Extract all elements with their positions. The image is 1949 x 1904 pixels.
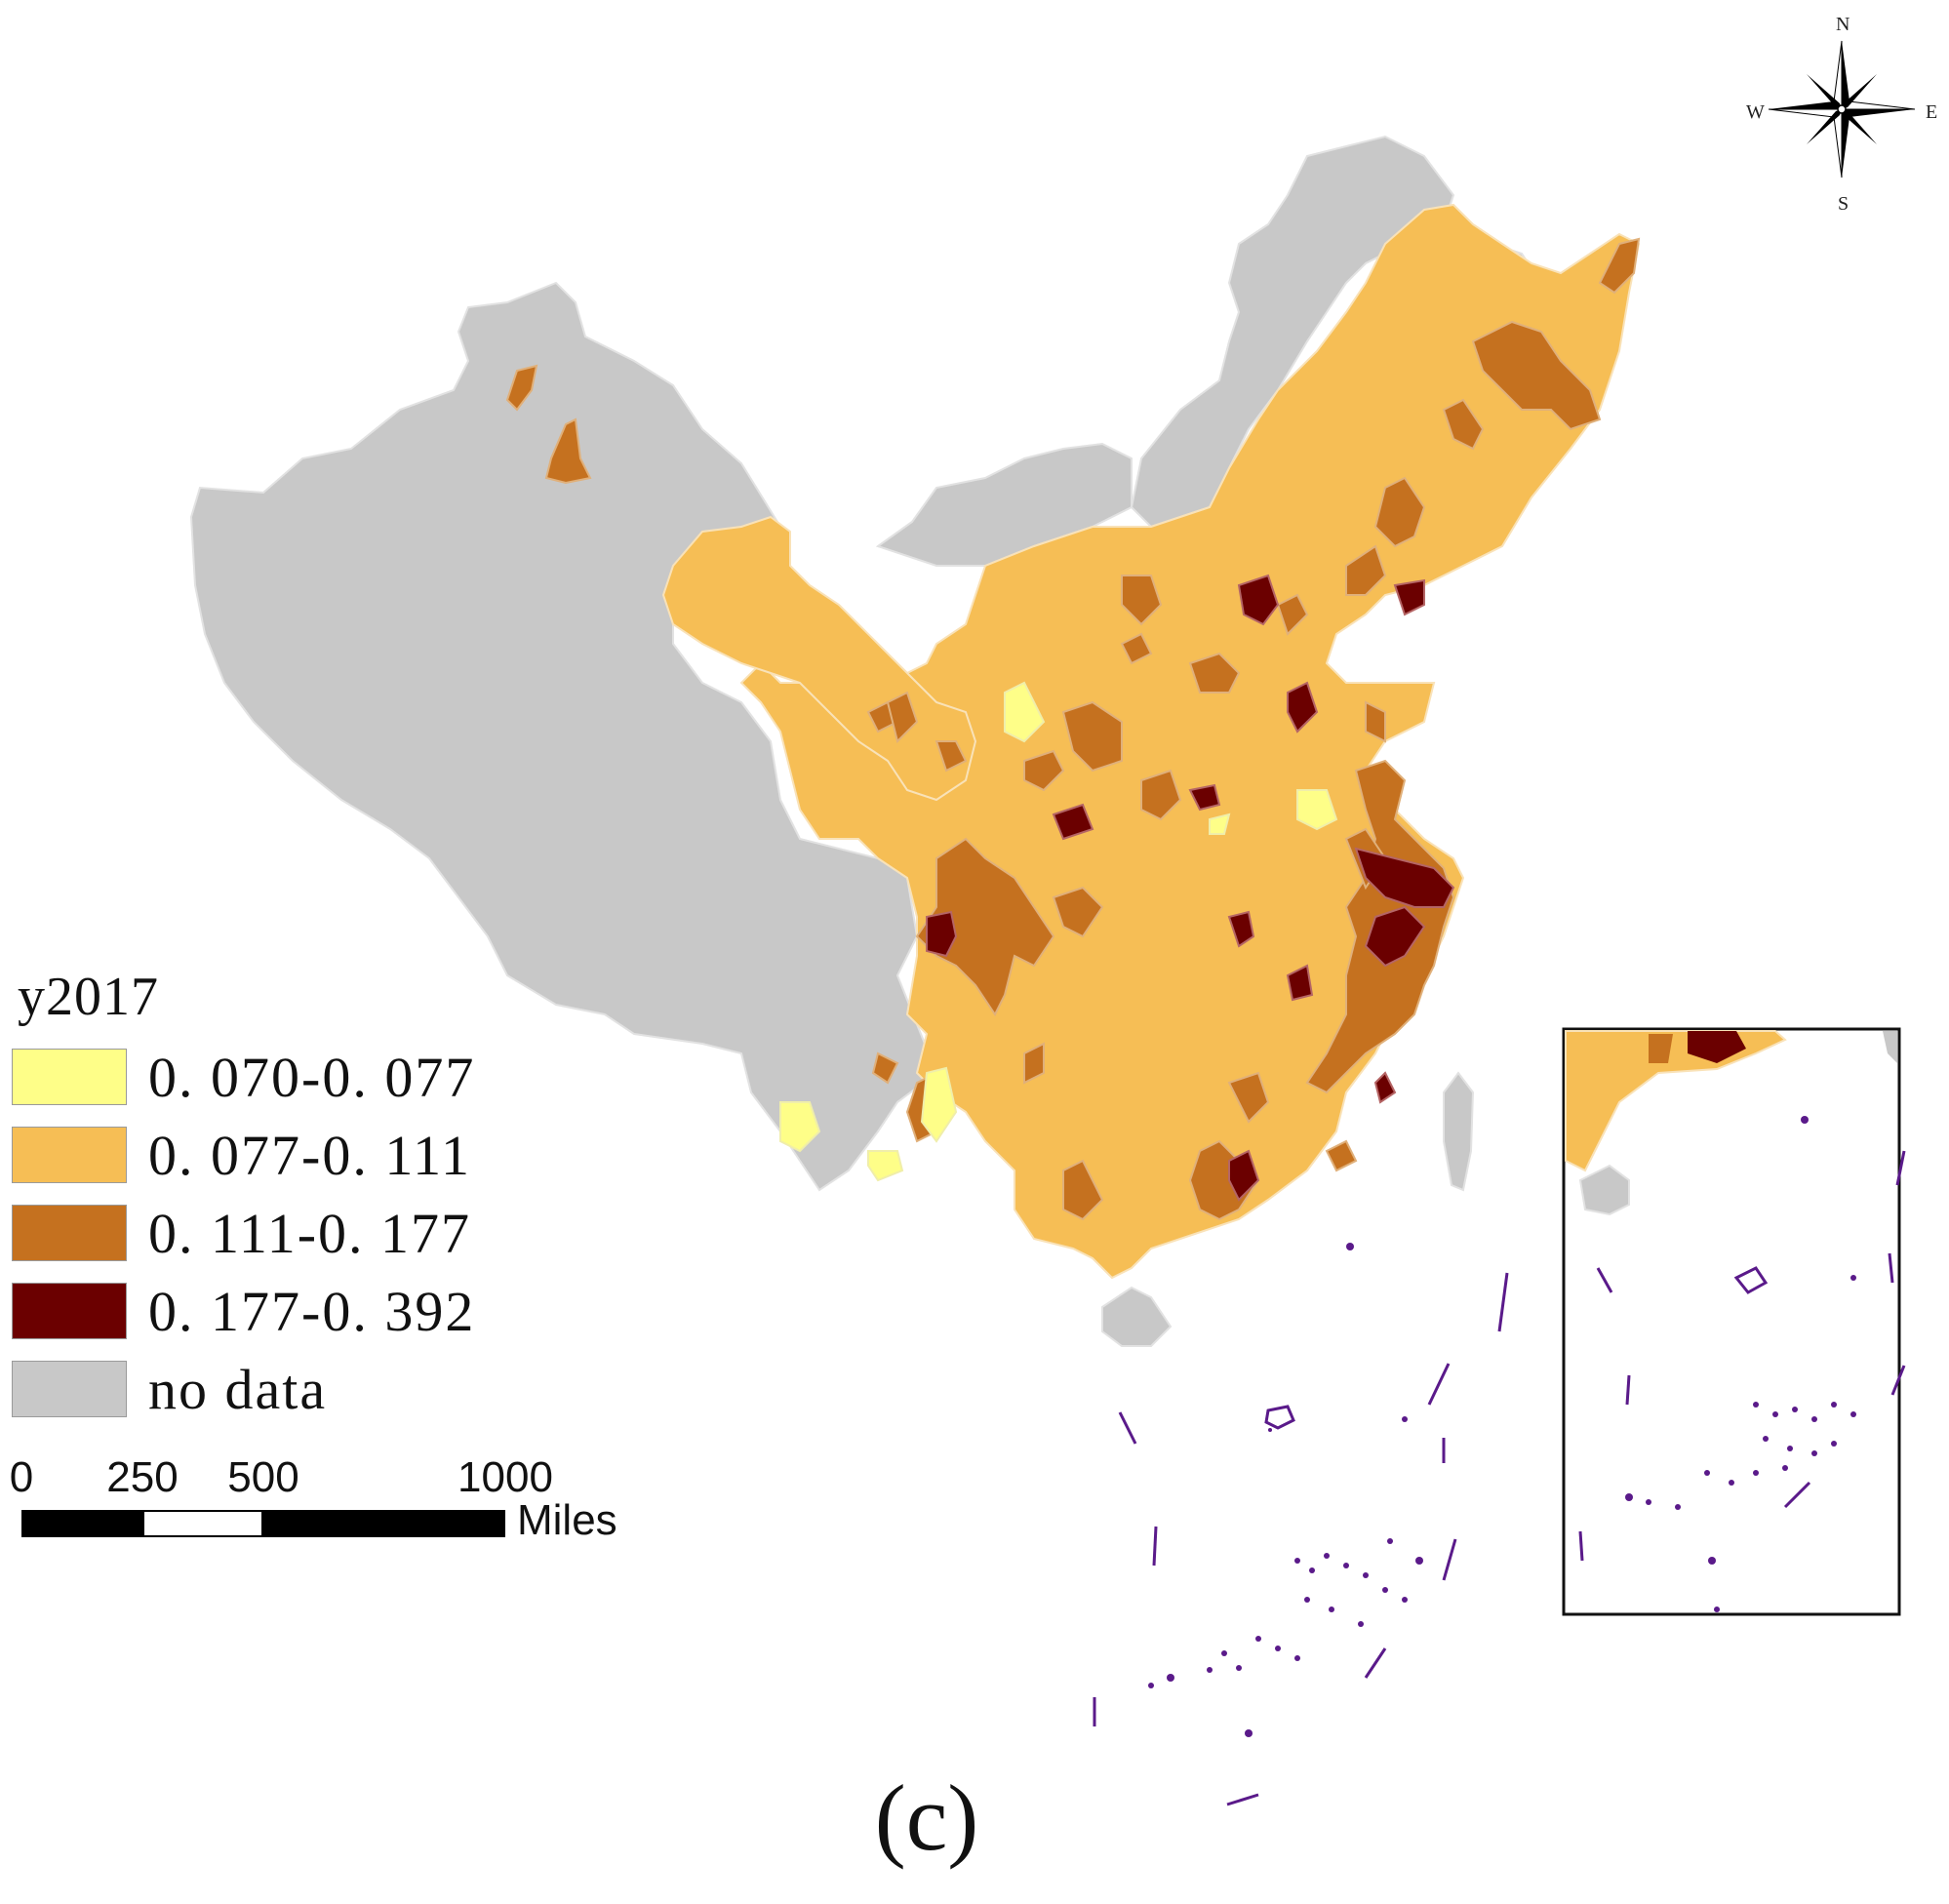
figure-caption: (c) <box>874 1765 979 1870</box>
legend-swatch <box>12 1127 127 1183</box>
hainan-island <box>1101 1071 1475 1347</box>
compass-rose-icon <box>1768 40 1916 178</box>
scale-tick: 1000 <box>457 1453 553 1501</box>
scale-tick: 0 <box>9 1453 34 1501</box>
legend-label: 0. 111-0. 177 <box>148 1201 472 1265</box>
compass-n: N <box>1836 14 1850 35</box>
legend-item: 0. 070-0. 077 <box>12 1038 558 1116</box>
compass-s: S <box>1838 193 1850 215</box>
legend-title: y2017 <box>18 967 159 1027</box>
scale-segment <box>263 1510 505 1537</box>
legend-swatch <box>12 1205 127 1261</box>
legend-item: no data <box>12 1350 558 1428</box>
legend-swatch <box>12 1283 127 1339</box>
scale-units: Miles <box>517 1496 617 1544</box>
compass-labels: N S E W <box>1746 10 1941 215</box>
nine-dash-line <box>1093 1272 1509 1806</box>
no-data-regions <box>189 135 1553 1192</box>
south-china-sea-inset <box>1562 1027 1906 1616</box>
legend-swatch <box>12 1049 127 1105</box>
legend-label: 0. 177-0. 392 <box>148 1279 476 1343</box>
legend-label: 0. 077-0. 111 <box>148 1123 472 1187</box>
compass-e: E <box>1926 101 1938 123</box>
south-sea-islands <box>1148 1243 1423 1737</box>
class-177-392-regions <box>926 574 1455 1202</box>
legend-item: 0. 111-0. 177 <box>12 1194 558 1272</box>
legend-item: 0. 077-0. 111 <box>12 1116 558 1194</box>
scale-tick: 250 <box>106 1453 179 1501</box>
class-070-077-regions <box>779 681 1338 1182</box>
scale-bar: 0 250 500 1000 Miles <box>10 1453 642 1561</box>
scale-segment <box>21 1510 142 1537</box>
scale-tick: 500 <box>227 1453 299 1501</box>
legend: y2017 0. 070-0. 077 0. 077-0. 111 0. 111… <box>12 966 558 1428</box>
scale-segment <box>142 1510 263 1537</box>
legend-swatch <box>12 1361 127 1417</box>
compass-w: W <box>1746 101 1765 123</box>
legend-label: 0. 070-0. 077 <box>148 1045 476 1109</box>
legend-item: 0. 177-0. 392 <box>12 1272 558 1350</box>
legend-label: no data <box>148 1357 328 1421</box>
